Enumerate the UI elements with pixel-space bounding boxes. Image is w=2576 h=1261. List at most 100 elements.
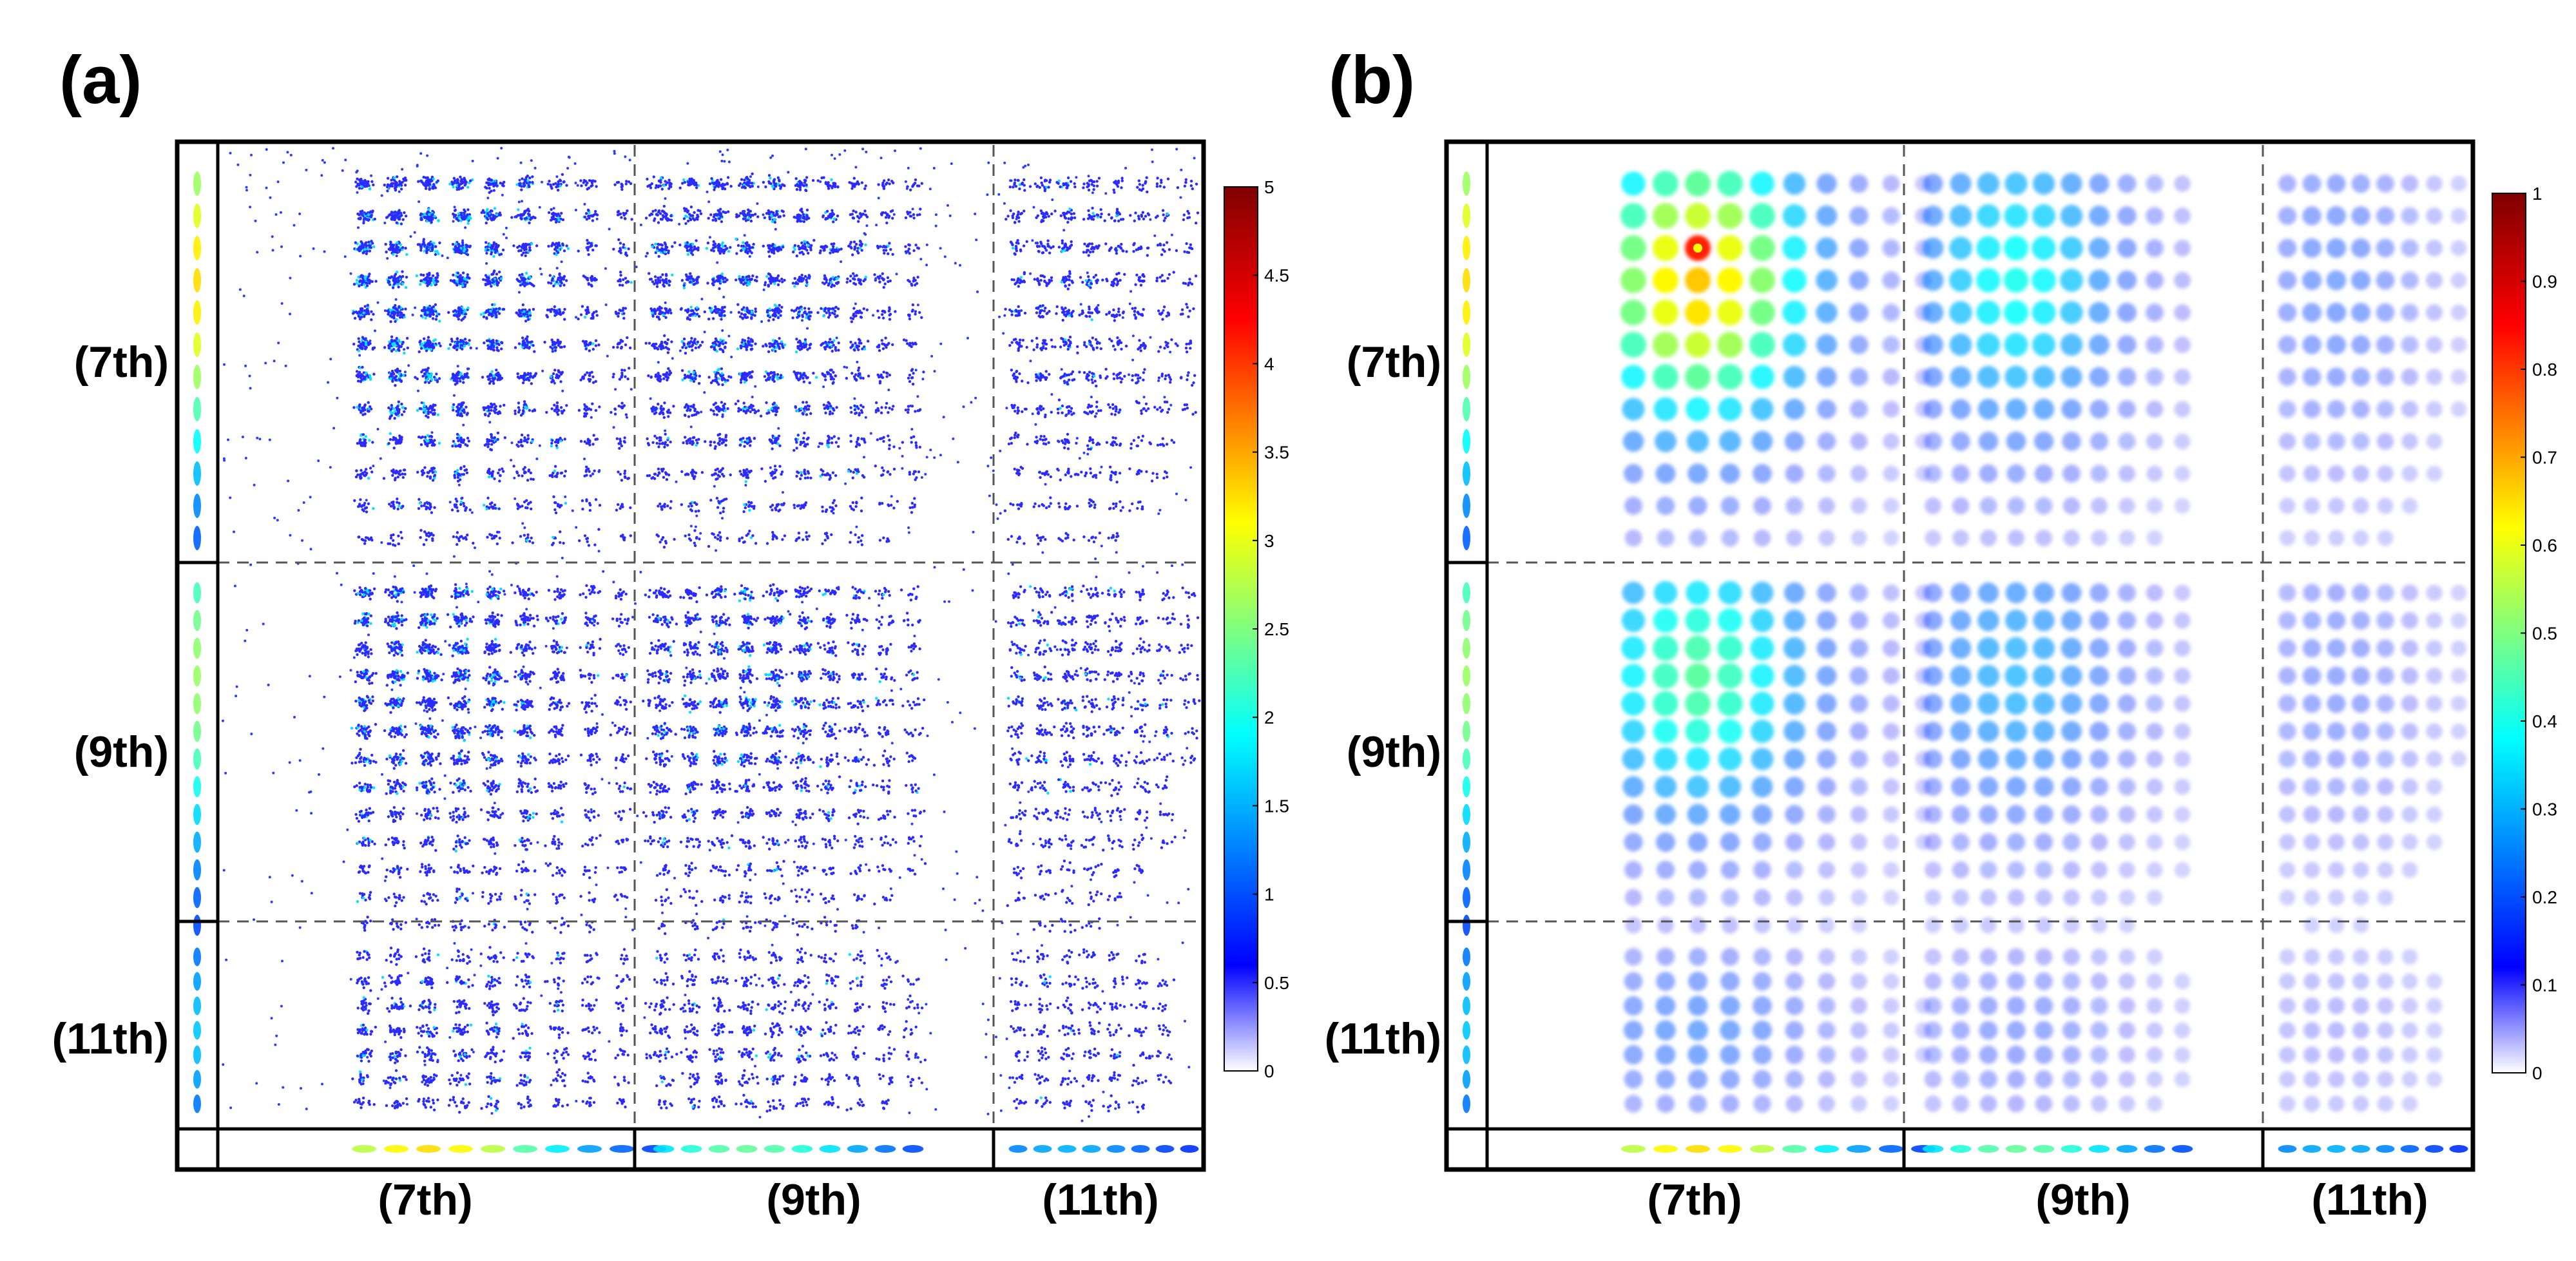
scatter-dot — [466, 186, 470, 189]
scatter-dot — [392, 176, 396, 180]
scatter-dot — [456, 865, 460, 869]
scatter-dot — [399, 222, 403, 226]
scatter-dot — [459, 500, 463, 504]
scatter-dot — [461, 377, 465, 380]
scatter-dot — [586, 188, 589, 191]
scatter-dot — [487, 409, 490, 412]
scatter-dot — [456, 702, 459, 706]
scatter-dot — [517, 249, 521, 253]
scatter-dot — [370, 753, 374, 757]
scatter-dot — [423, 726, 427, 729]
scatter-dot — [403, 351, 406, 355]
scatter-dot — [482, 278, 485, 281]
scatter-dot — [562, 180, 566, 184]
scatter-dot — [459, 412, 463, 416]
scatter-dot — [361, 444, 365, 447]
scatter-dot — [486, 445, 490, 448]
scatter-dot — [395, 837, 398, 840]
scatter-dot — [523, 310, 526, 313]
scatter-dot — [467, 751, 470, 754]
scatter-dot — [620, 216, 623, 219]
scatter-dot — [366, 916, 369, 919]
scatter-dot — [495, 542, 499, 546]
scatter-dot — [419, 283, 422, 286]
scatter-dot — [579, 439, 583, 443]
scatter-dot — [430, 843, 434, 847]
scatter-dot — [456, 815, 459, 819]
scatter-dot — [459, 251, 463, 255]
scatter-dot — [368, 273, 371, 276]
scatter-dot — [403, 472, 407, 476]
scatter-dot — [451, 243, 455, 246]
scatter-dot — [423, 213, 427, 216]
scatter-dot — [399, 469, 402, 472]
scatter-dot — [563, 318, 566, 321]
scatter-dot — [354, 813, 358, 816]
scatter-dot — [372, 786, 376, 789]
scatter-dot — [466, 593, 470, 596]
scatter-dot — [467, 758, 470, 761]
scatter-dot — [591, 342, 595, 345]
scatter-dot — [463, 276, 466, 280]
scatter-dot — [456, 337, 459, 341]
scatter-dot — [615, 312, 618, 315]
scatter-dot — [368, 897, 372, 901]
scatter-dot — [421, 587, 424, 591]
scatter-dot — [419, 591, 422, 594]
scatter-dot — [374, 280, 378, 283]
scatter-dot — [615, 508, 619, 512]
scatter-dot — [460, 318, 463, 322]
scatter-dot — [364, 586, 367, 590]
scatter-dot — [463, 807, 466, 810]
scatter-dot — [651, 344, 654, 347]
scatter-dot — [468, 508, 472, 512]
scatter-dot — [492, 182, 495, 186]
scatter-dot — [457, 755, 461, 759]
scatter-dot — [492, 214, 495, 217]
scatter-dot — [425, 780, 428, 784]
scatter-dot — [453, 615, 456, 619]
scatter-dot — [487, 313, 491, 316]
scatter-dot — [647, 443, 651, 447]
scatter-dot — [428, 697, 431, 700]
scatter-dot — [459, 869, 462, 872]
scatter-dot — [453, 590, 456, 593]
scatter-dot — [496, 438, 499, 441]
scatter-dot — [423, 408, 427, 411]
scatter-dot — [622, 404, 626, 407]
scatter-dot — [486, 178, 490, 181]
scatter-dot — [419, 842, 423, 845]
scatter-dot — [624, 253, 628, 256]
scatter-dot — [454, 926, 457, 929]
scatter-dot — [486, 218, 490, 221]
scatter-dot — [454, 375, 457, 378]
scatter-dot — [430, 434, 433, 438]
scatter-dot — [590, 184, 593, 188]
scatter-dot — [392, 505, 396, 508]
scatter-dot — [520, 433, 524, 437]
scatter-dot — [396, 342, 399, 345]
scatter-dot — [590, 214, 593, 218]
scatter-dot — [463, 505, 466, 508]
scatter-dot — [392, 447, 396, 450]
scatter-dot — [419, 279, 423, 282]
scatter-dot — [644, 342, 648, 345]
scatter-dot — [485, 221, 488, 225]
scatter-dot — [398, 215, 401, 218]
scatter-dot — [626, 377, 630, 381]
scatter-dot — [356, 842, 360, 845]
scatter-dot — [365, 346, 368, 349]
scatter-dot — [595, 314, 599, 317]
scatter-dot — [387, 782, 390, 786]
scatter-dot — [367, 843, 370, 847]
scatter-dot — [432, 278, 435, 282]
scatter-dot — [434, 677, 437, 680]
scatter-dot — [492, 349, 495, 352]
scatter-dot — [555, 401, 559, 405]
scatter-dot — [386, 642, 389, 646]
scatter-dot — [394, 593, 398, 597]
scatter-dot — [423, 530, 427, 534]
scatter-dot — [363, 247, 367, 251]
scatter-dot — [426, 471, 429, 474]
scatter-dot — [434, 816, 437, 820]
